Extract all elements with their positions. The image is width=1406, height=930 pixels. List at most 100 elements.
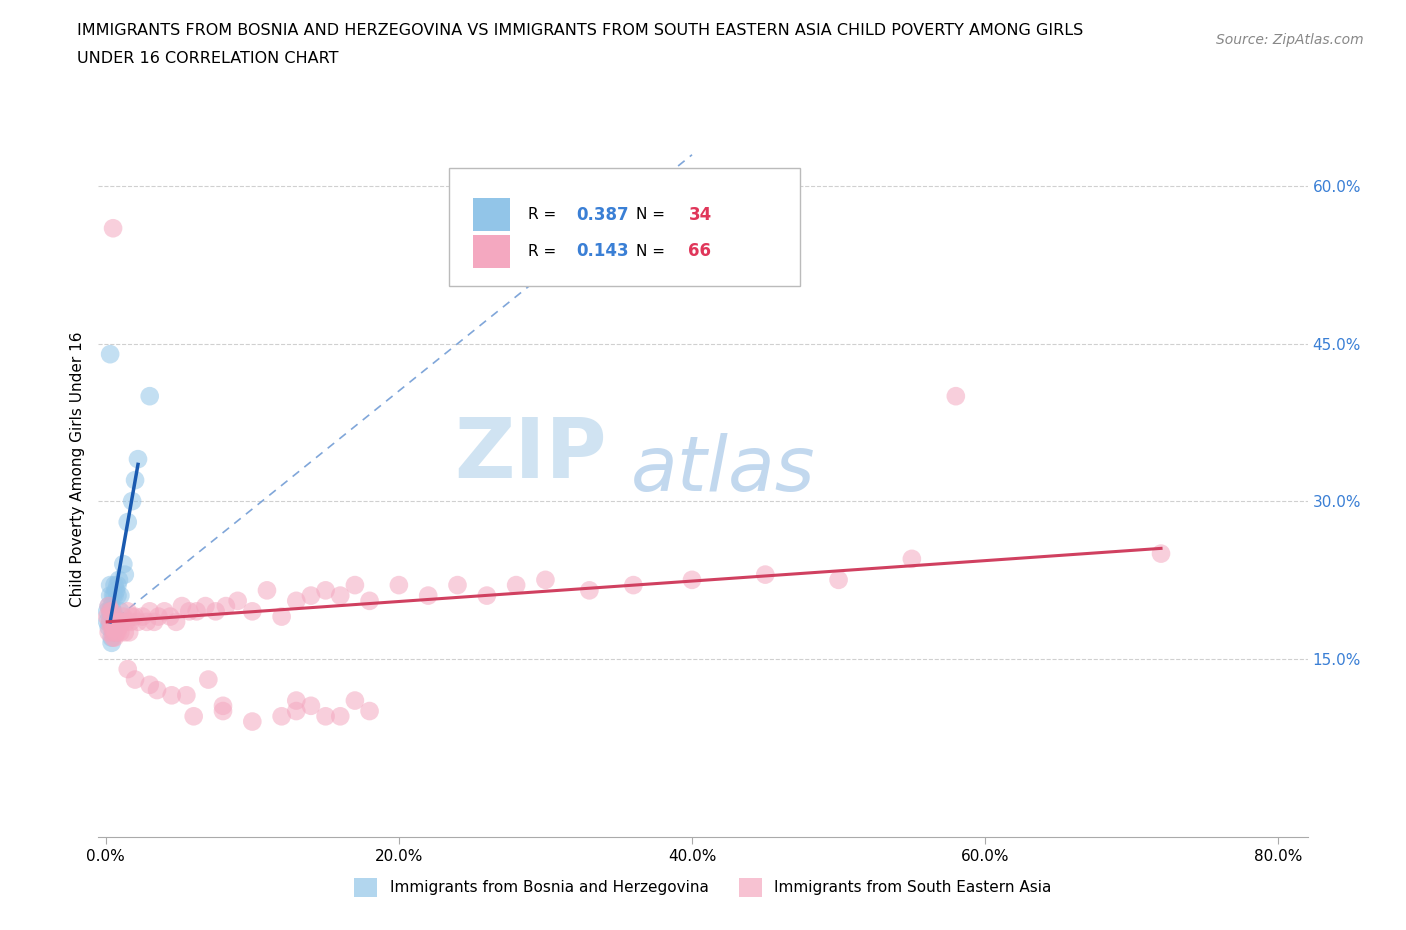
Point (299, 698, 322, 713)
Text: IMMIGRANTS FROM BOSNIA AND HERZEGOVINA VS IMMIGRANTS FROM SOUTH EASTERN ASIA CHI: IMMIGRANTS FROM BOSNIA AND HERZEGOVINA V… (77, 23, 1084, 38)
Point (343, 693, 366, 708)
Point (212, 704, 235, 719)
Point (98, 588, 121, 603)
Point (315, 709, 337, 724)
Point (945, 389, 967, 404)
Point (194, 599, 217, 614)
Point (96, 615, 118, 630)
Point (108, 573, 131, 588)
Point (98, 604, 121, 618)
Legend: Immigrants from Bosnia and Herzegovina, Immigrants from South Eastern Asia: Immigrants from Bosnia and Herzegovina, … (349, 872, 1057, 903)
Point (98, 615, 121, 630)
Y-axis label: Child Poverty Among Girls Under 16: Child Poverty Among Girls Under 16 (69, 332, 84, 607)
Text: 66: 66 (689, 243, 711, 260)
Point (299, 588, 322, 603)
Point (103, 578, 125, 592)
Point (578, 583, 600, 598)
Point (98, 615, 121, 630)
Point (1150, 546, 1173, 561)
Point (621, 578, 644, 592)
Text: R =: R = (527, 207, 561, 222)
Point (96, 604, 118, 618)
Point (285, 704, 308, 719)
Point (240, 714, 263, 729)
Point (107, 588, 129, 603)
FancyBboxPatch shape (474, 234, 509, 268)
Point (97, 619, 120, 634)
Point (170, 599, 193, 614)
Point (107, 625, 129, 640)
Point (97, 599, 120, 614)
Point (270, 609, 292, 624)
Point (153, 604, 176, 618)
Point (681, 573, 703, 588)
FancyBboxPatch shape (474, 198, 509, 231)
Point (124, 672, 146, 687)
Text: R =: R = (527, 244, 561, 259)
Point (359, 704, 381, 719)
Point (143, 615, 166, 630)
Point (101, 615, 124, 630)
Point (186, 604, 208, 618)
Point (505, 578, 527, 592)
Point (112, 609, 135, 624)
Point (121, 494, 143, 509)
Point (103, 609, 125, 624)
FancyBboxPatch shape (449, 168, 800, 286)
Point (110, 615, 132, 630)
Point (105, 583, 128, 598)
Point (138, 604, 160, 618)
Point (117, 514, 139, 529)
Point (101, 625, 124, 640)
Point (97, 625, 120, 640)
Point (359, 593, 381, 608)
Point (146, 683, 169, 698)
Point (101, 631, 124, 645)
Point (103, 619, 125, 634)
Point (148, 609, 170, 624)
Point (100, 619, 122, 634)
Point (107, 578, 129, 592)
Point (115, 615, 138, 630)
Point (131, 609, 153, 624)
Point (98, 604, 121, 618)
Text: 0.143: 0.143 (576, 243, 628, 260)
Point (127, 452, 149, 467)
Point (226, 593, 249, 608)
Point (100, 631, 122, 645)
Text: Source: ZipAtlas.com: Source: ZipAtlas.com (1216, 33, 1364, 46)
Point (110, 604, 132, 618)
Point (114, 567, 136, 582)
Point (100, 604, 122, 618)
Point (96, 609, 118, 624)
Point (827, 573, 849, 588)
Point (183, 709, 205, 724)
Point (446, 578, 468, 592)
Point (118, 625, 141, 640)
Point (121, 609, 143, 624)
Point (124, 609, 146, 624)
Point (108, 619, 131, 634)
Point (159, 609, 181, 624)
Point (418, 588, 440, 603)
Text: N =: N = (637, 207, 671, 222)
Point (114, 625, 136, 640)
Point (107, 615, 129, 630)
Point (111, 615, 134, 630)
Point (138, 389, 160, 404)
Point (197, 672, 219, 687)
Point (120, 615, 142, 630)
Point (176, 688, 198, 703)
Point (270, 709, 292, 724)
Point (103, 631, 125, 645)
Point (240, 604, 263, 618)
Point (98, 347, 121, 362)
Point (101, 619, 124, 634)
Text: UNDER 16 CORRELATION CHART: UNDER 16 CORRELATION CHART (77, 51, 339, 66)
Point (256, 583, 278, 598)
Point (101, 604, 124, 618)
Text: ZIP: ZIP (454, 415, 606, 496)
Point (98, 578, 121, 592)
Point (754, 567, 776, 582)
Point (117, 661, 139, 676)
